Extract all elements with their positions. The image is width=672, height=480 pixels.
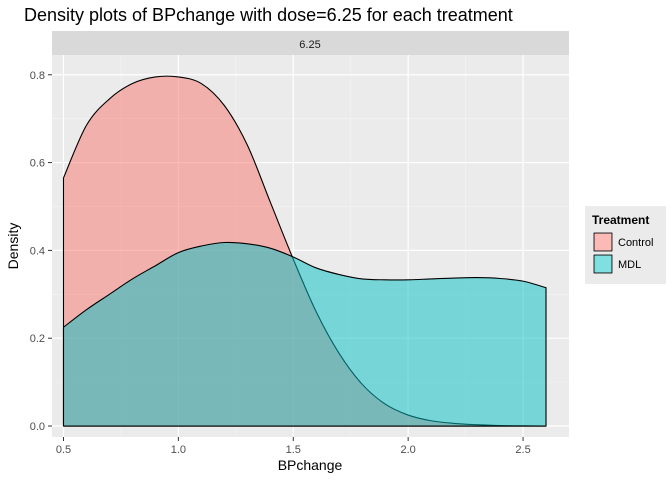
y-tick-label: 0.6 [30,158,45,170]
x-axis-title: BPchange [278,457,343,473]
x-tick-label: 2.0 [401,444,416,456]
legend-key-control [593,232,613,252]
legend-items: Control MDL [593,232,653,274]
x-tick-label: 0.5 [56,444,71,456]
chart-title: Density plots of BPchange with dose=6.25… [24,5,513,25]
legend-label-mdl: MDL [618,259,641,271]
y-axis-title: Density [5,223,21,270]
legend-key-mdl [593,254,613,274]
legend: Treatment Control MDL [585,206,666,284]
y-tick-label: 0.2 [30,333,45,345]
x-tick-label: 1.5 [286,444,301,456]
legend-title: Treatment [592,213,649,227]
density-area-mdl [62,241,547,427]
y-tick-label: 0.8 [30,70,45,82]
density-areas [62,75,547,427]
x-axis: 0.5 1.0 1.5 2.0 2.5 [56,437,531,456]
facet-strip [52,31,569,55]
y-axis: 0.0 0.2 0.4 0.6 0.8 [30,70,52,433]
x-tick-label: 2.5 [515,444,530,456]
facet-label: 6.25 [299,39,320,51]
y-tick-label: 0.0 [30,421,45,433]
x-tick-label: 1.0 [171,444,186,456]
y-tick-label: 0.4 [30,245,45,257]
legend-label-control: Control [618,237,653,249]
